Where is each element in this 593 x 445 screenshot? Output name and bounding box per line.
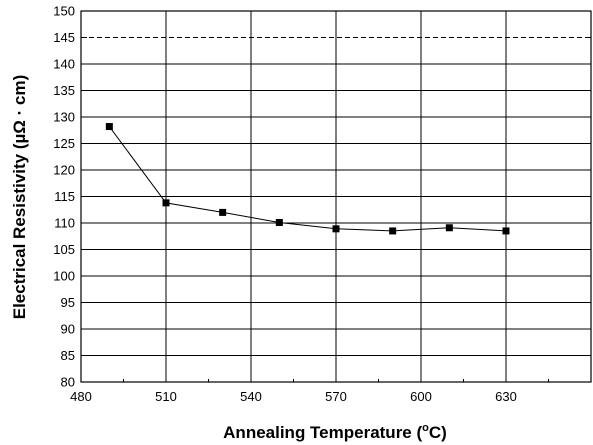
series-line <box>108 126 507 232</box>
x-axis-ticks: 480 510 540 570 600 630 <box>70 376 549 404</box>
y-tick-label: 105 <box>53 242 75 257</box>
gridlines <box>81 11 591 382</box>
y-tick-label: 115 <box>54 189 75 204</box>
x-tick-label: 510 <box>155 389 177 404</box>
y-tick-label: 135 <box>53 83 75 98</box>
y-tick-label: 100 <box>53 269 75 284</box>
y-axis-ticks: 80 85 90 95 100 105 110 115 120 125 130 135 140 145 15… <box>53 4 591 390</box>
y-axis-title: Electrical Resistivity (µΩ · cm) <box>10 75 29 320</box>
data-series <box>105 123 510 235</box>
y-tick-label: 150 <box>53 4 75 19</box>
x-tick-label: 600 <box>410 389 432 404</box>
y-tick-label: 140 <box>53 57 75 72</box>
data-point-marker <box>105 123 113 131</box>
data-point-marker <box>445 224 453 232</box>
y-tick-label: 130 <box>53 110 75 125</box>
y-tick-label: 145 <box>53 30 75 45</box>
data-point-marker <box>389 227 397 235</box>
data-point-marker <box>332 225 340 233</box>
data-point-marker <box>219 208 227 216</box>
y-tick-label: 120 <box>53 163 75 178</box>
x-tick-label: 630 <box>495 389 517 404</box>
x-axis-title: Annealing Temperature (oC) <box>223 422 447 442</box>
y-tick-label: 90 <box>61 322 75 337</box>
y-tick-label: 80 <box>61 375 75 390</box>
y-tick-label: 85 <box>61 348 75 363</box>
y-tick-label: 125 <box>53 136 75 151</box>
data-point-marker <box>162 199 170 207</box>
y-tick-label: 110 <box>54 216 75 231</box>
y-tick-label: 95 <box>61 295 75 310</box>
plot-frame <box>80 10 592 383</box>
x-tick-label: 570 <box>325 389 347 404</box>
data-point-marker <box>502 227 510 235</box>
x-tick-label: 540 <box>240 389 262 404</box>
x-tick-label: 480 <box>70 389 92 404</box>
data-point-marker <box>275 218 283 226</box>
